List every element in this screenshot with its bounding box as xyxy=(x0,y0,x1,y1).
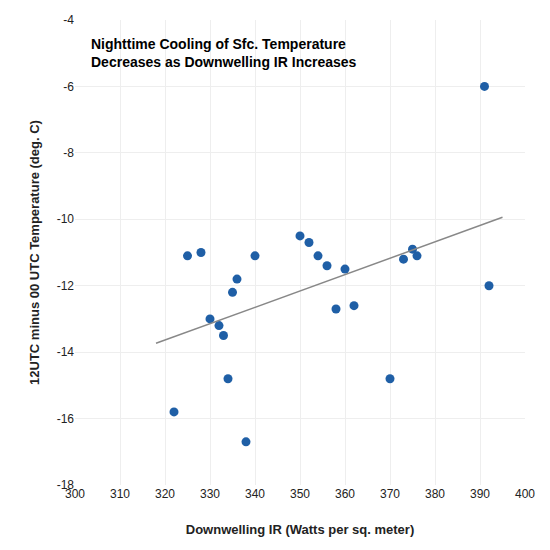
svg-text:-4: -4 xyxy=(63,13,74,27)
svg-text:-16: -16 xyxy=(57,412,75,426)
svg-text:-10: -10 xyxy=(57,212,75,226)
svg-text:-18: -18 xyxy=(57,478,75,492)
svg-text:390: 390 xyxy=(470,487,490,501)
svg-text:Nighttime Cooling of Sfc. Temp: Nighttime Cooling of Sfc. TemperatureDec… xyxy=(91,36,357,70)
svg-text:Downwelling IR (Watts per sq.: Downwelling IR (Watts per sq. meter) xyxy=(186,522,414,537)
svg-text:12UTC minus 00 UTC Temperature: 12UTC minus 00 UTC Temperature (deg. C) xyxy=(27,120,42,385)
svg-text:-14: -14 xyxy=(57,345,75,359)
svg-text:310: 310 xyxy=(110,487,130,501)
svg-text:-12: -12 xyxy=(57,279,75,293)
svg-text:340: 340 xyxy=(245,487,265,501)
svg-text:360: 360 xyxy=(335,487,355,501)
svg-text:320: 320 xyxy=(155,487,175,501)
svg-text:300: 300 xyxy=(65,487,85,501)
svg-text:370: 370 xyxy=(380,487,400,501)
svg-text:380: 380 xyxy=(425,487,445,501)
svg-text:400: 400 xyxy=(515,487,535,501)
svg-text:350: 350 xyxy=(290,487,310,501)
svg-text:-8: -8 xyxy=(63,146,74,160)
svg-text:-6: -6 xyxy=(63,80,74,94)
svg-text:330: 330 xyxy=(200,487,220,501)
